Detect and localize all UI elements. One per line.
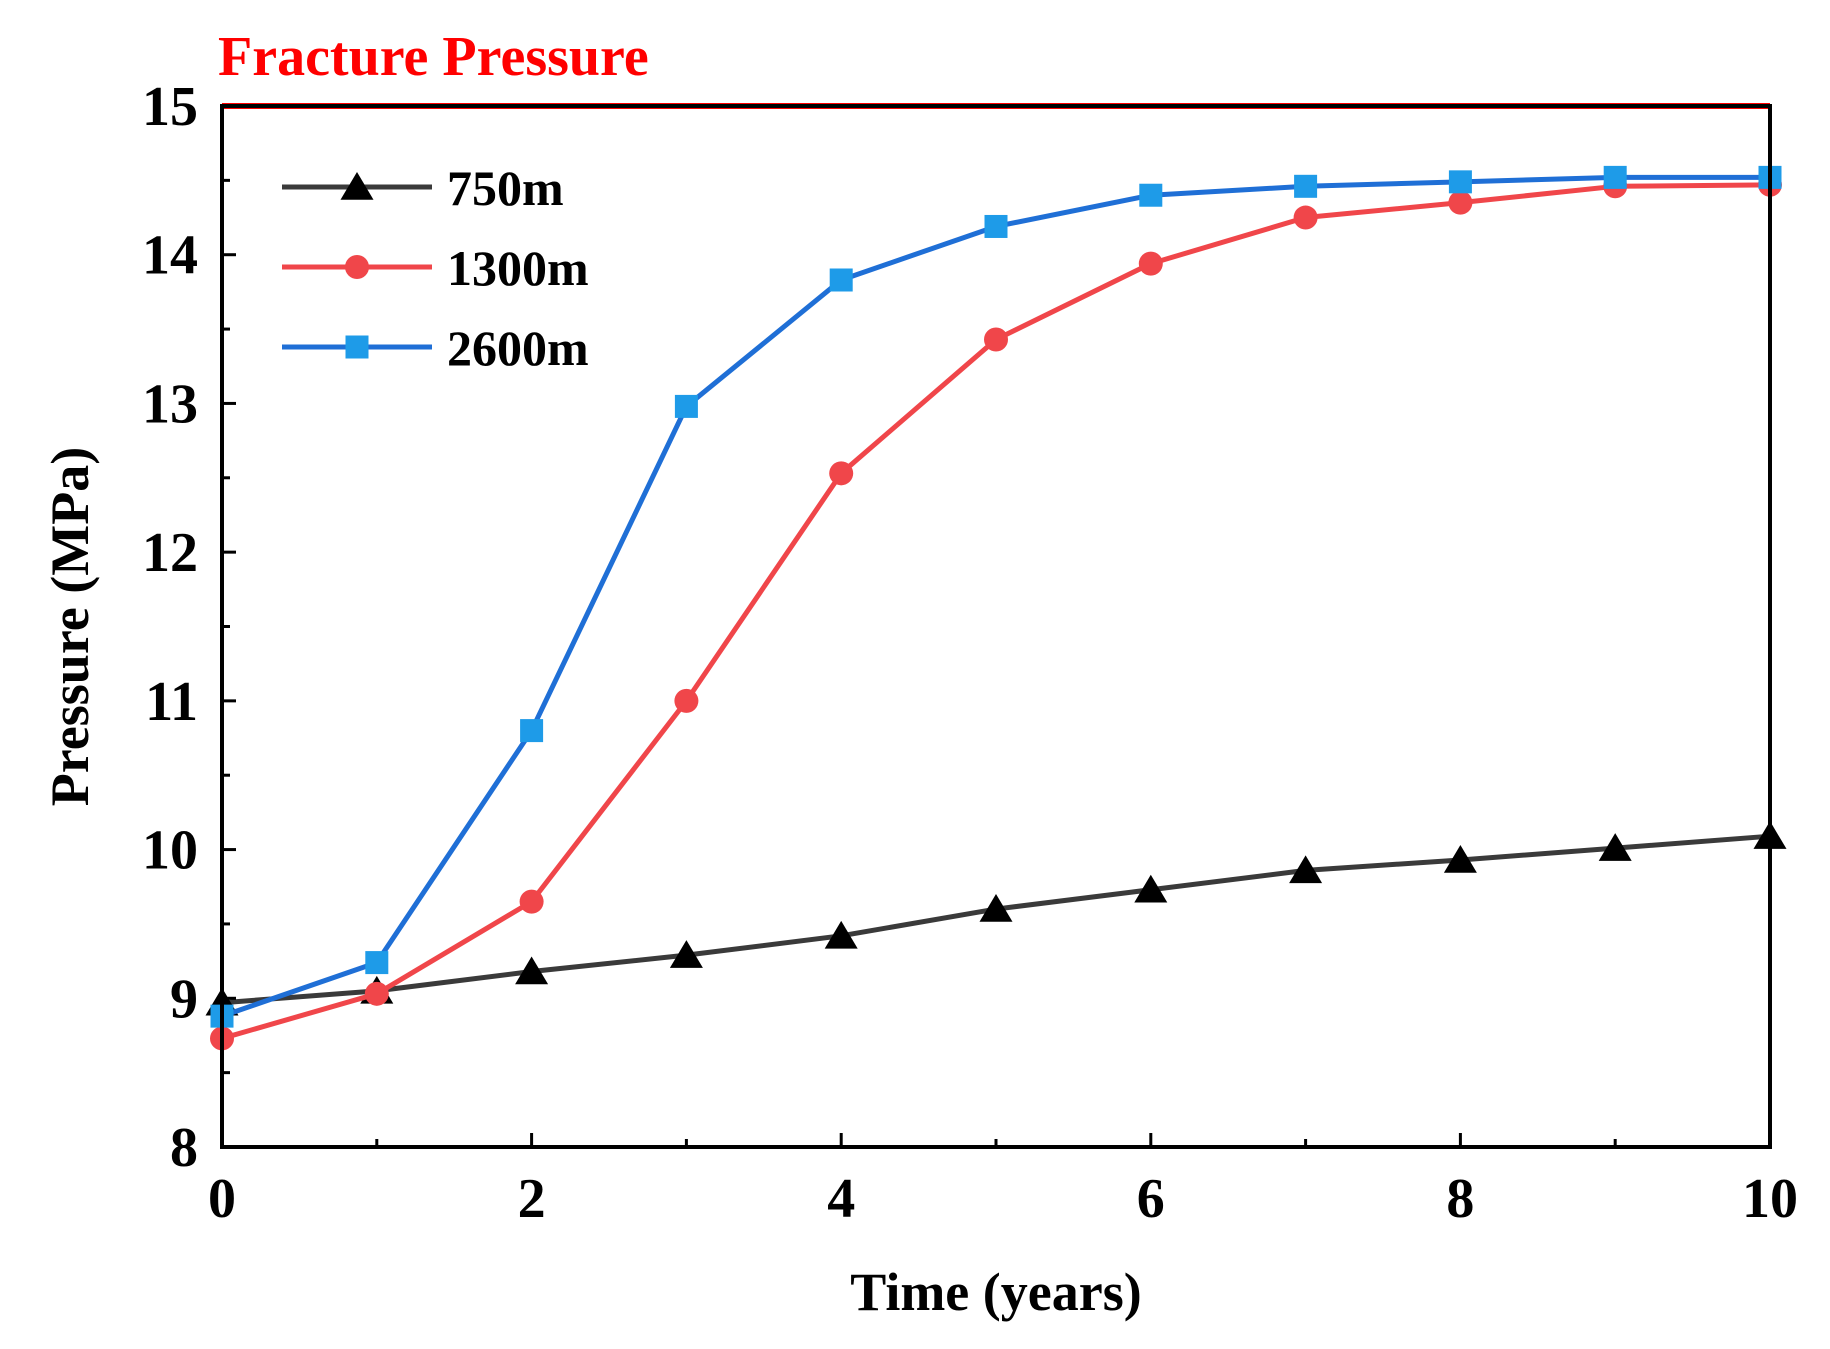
series-1300m (210, 172, 1782, 1051)
data-point-750m (1134, 874, 1168, 903)
fracture-pressure-label: Fracture Pressure (218, 26, 649, 88)
series-2600m (210, 165, 1782, 1028)
data-point-2600m (674, 394, 698, 418)
data-point-2600m (1603, 165, 1627, 189)
x-tick-label: 8 (1446, 1168, 1474, 1230)
data-point-2600m (1448, 170, 1472, 194)
data-point-2600m (1294, 174, 1318, 198)
data-point-750m (1443, 844, 1477, 873)
x-tick-label: 10 (1742, 1168, 1798, 1230)
y-tick-label: 10 (142, 820, 198, 882)
y-tick-label: 9 (170, 968, 198, 1030)
data-point-1300m (829, 461, 854, 486)
data-point-1300m (1293, 205, 1318, 230)
y-tick-label: 13 (142, 373, 198, 435)
axes: 0 2 4 6 8 10 8 9 10 11 12 13 14 15 (142, 76, 1798, 1230)
data-point-1300m (674, 688, 699, 713)
data-point-2600m (829, 268, 853, 292)
x-tick-label: 0 (208, 1168, 236, 1230)
y-tick-label: 11 (145, 671, 198, 733)
legend-label-2600m: 2600m (447, 320, 589, 376)
legend-marker-750m (340, 172, 374, 200)
data-point-750m (1598, 833, 1632, 861)
y-tick-label: 8 (170, 1117, 198, 1179)
data-point-750m (979, 894, 1013, 922)
data-point-2600m (1139, 183, 1163, 207)
y-tick-label: 15 (142, 76, 198, 138)
data-point-750m (669, 940, 703, 968)
series-line-2600m (221, 174, 1770, 1019)
y-axis-title: Pressure (MPa) (40, 447, 100, 806)
x-tick-label: 2 (518, 1168, 546, 1230)
legend-label-1300m: 1300m (447, 240, 589, 296)
legend-marker-1300m (345, 255, 369, 279)
x-tick-label: 4 (827, 1168, 855, 1230)
data-point-1300m (1138, 251, 1163, 276)
legend: 750m 1300m 2600m (282, 160, 589, 376)
data-point-750m (515, 956, 549, 985)
series-layer (205, 165, 1787, 1051)
legend-label-750m: 750m (447, 160, 564, 216)
y-tick-label: 12 (142, 522, 198, 584)
data-point-750m (824, 920, 858, 949)
y-tick-label: 14 (142, 225, 198, 287)
data-point-1300m (984, 327, 1008, 352)
data-point-1300m (1448, 190, 1473, 215)
data-point-1300m (364, 981, 389, 1006)
data-point-2600m (520, 719, 544, 743)
series-750m (205, 821, 1787, 1016)
data-point-2600m (984, 214, 1008, 238)
x-tick-label: 6 (1137, 1168, 1165, 1230)
data-point-750m (1289, 855, 1323, 884)
data-point-2600m (365, 951, 389, 975)
x-axis-title: Time (years) (850, 1262, 1141, 1322)
legend-marker-2600m (345, 335, 369, 359)
data-point-1300m (519, 889, 544, 914)
